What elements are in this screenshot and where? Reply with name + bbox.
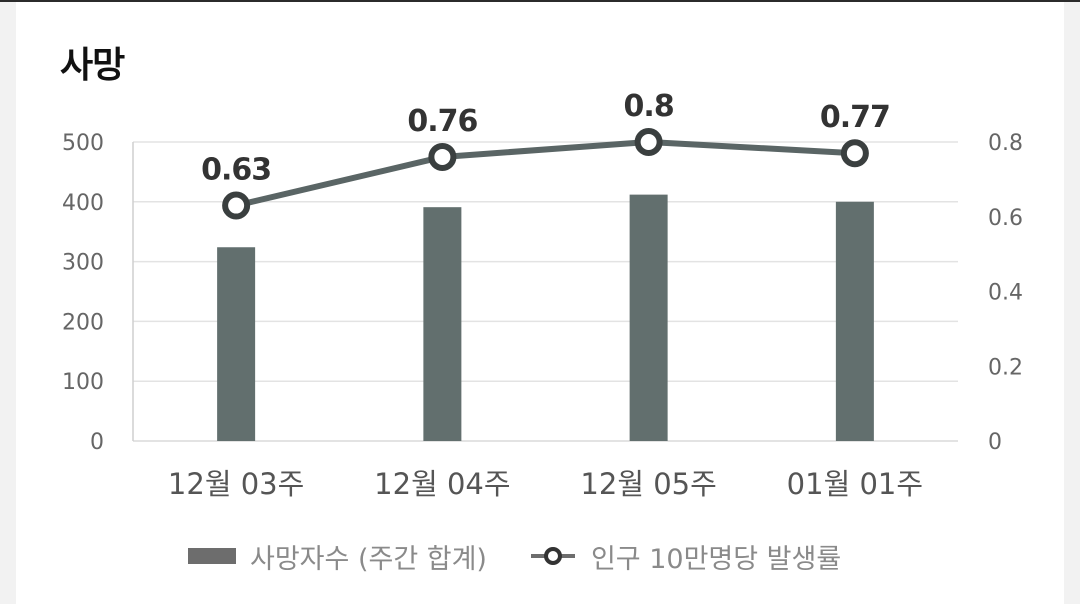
legend-label-line: 인구 10만명당 발생률 xyxy=(590,543,842,575)
y-left-tick-500: 500 xyxy=(62,131,104,156)
bar-4 xyxy=(835,201,874,441)
legend-label-bar: 사망자수 (주간 합계) xyxy=(250,543,487,575)
rate-point-4 xyxy=(840,139,869,168)
legend-item-line: 인구 10만명당 발생률 xyxy=(499,537,841,576)
bar-1 xyxy=(217,247,256,441)
x-tick-2: 12월 04주 xyxy=(374,467,510,501)
y-right-tick-0: 0 xyxy=(988,430,1002,455)
rate-label-2: 0.76 xyxy=(407,104,477,139)
rate-line xyxy=(235,139,856,209)
legend-item-bar: 사망자수 (주간 합계) xyxy=(188,537,487,576)
bar-2 xyxy=(423,207,462,441)
chart-title: 사망 xyxy=(60,45,125,86)
y-left-tick-400: 400 xyxy=(62,191,104,216)
bar-3 xyxy=(629,194,668,441)
rate-point-1 xyxy=(222,191,251,220)
legend-bar-swatch xyxy=(188,548,236,564)
y-left-tick-200: 200 xyxy=(62,310,104,335)
top-border xyxy=(0,0,1080,2)
x-tick-4: 01월 01주 xyxy=(787,467,923,501)
rate-label-1: 0.63 xyxy=(201,153,271,188)
y-right-tick-0.4: 0.4 xyxy=(988,281,1023,306)
rate-point-3 xyxy=(634,128,663,156)
right-edge xyxy=(1064,2,1080,604)
x-tick-1: 12월 03주 xyxy=(168,467,304,501)
y-left-tick-0: 0 xyxy=(90,430,104,455)
chart-card xyxy=(16,2,1064,604)
y-left-tick-100: 100 xyxy=(62,370,104,395)
y-left-tick-300: 300 xyxy=(62,251,104,276)
rate-point-2 xyxy=(428,142,457,171)
y-right-tick-0.6: 0.6 xyxy=(988,206,1023,231)
x-tick-3: 12월 05주 xyxy=(580,467,716,501)
rate-label-3: 0.8 xyxy=(624,89,674,124)
legend: 사망자수 (주간 합계) 인구 10만명당 발생률 xyxy=(188,536,841,576)
left-edge xyxy=(0,2,16,604)
y-right-tick-0.2: 0.2 xyxy=(988,355,1023,380)
rate-label-4: 0.77 xyxy=(820,100,890,135)
y-right-tick-0.8: 0.8 xyxy=(988,131,1023,156)
legend-line-swatch xyxy=(530,547,575,565)
